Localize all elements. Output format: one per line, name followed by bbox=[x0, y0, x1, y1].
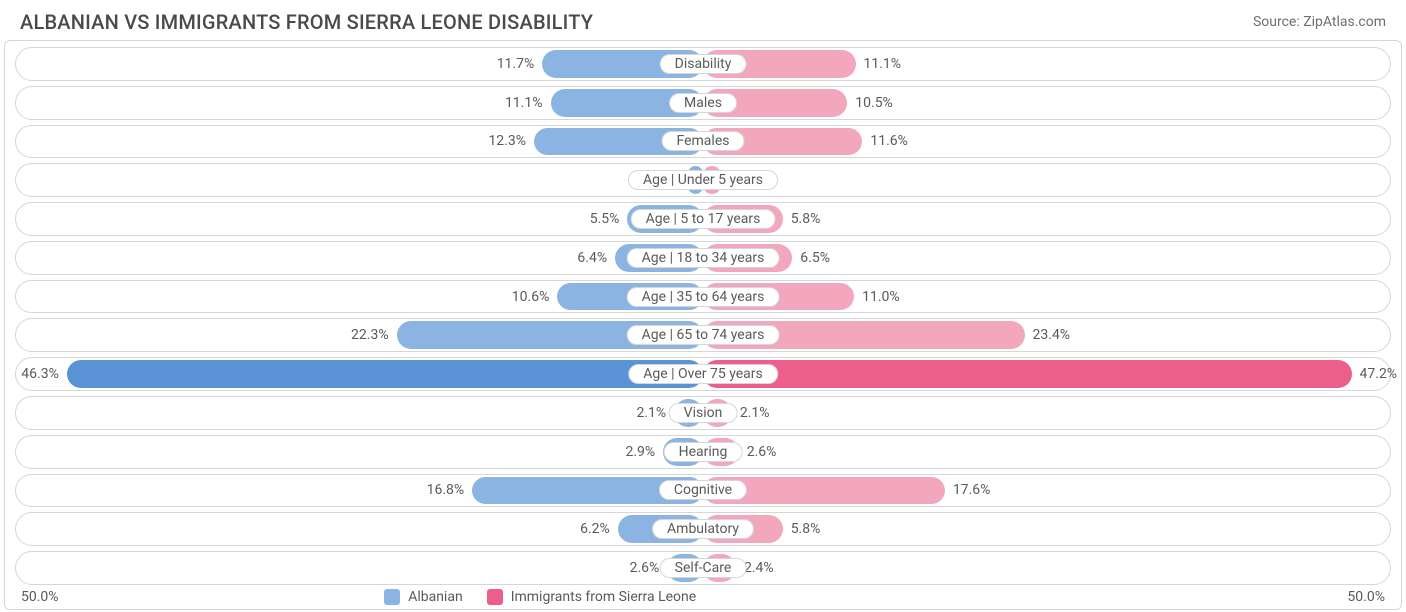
chart-row: 2.6% 2.4%Self-Care bbox=[15, 551, 1391, 585]
row-left-half: 46.3% bbox=[16, 358, 703, 390]
category-label: Ambulatory bbox=[652, 519, 754, 539]
row-right-half: 2.1% bbox=[703, 397, 1390, 429]
chart-area: 11.7% 11.1% Disability 11.1% 10.5% Males 12.3%… bbox=[4, 40, 1402, 610]
category-label: Age | 5 to 17 years bbox=[631, 209, 776, 229]
value-right: 5.8% bbox=[791, 521, 821, 537]
axis-right-label: 50.0% bbox=[1347, 589, 1385, 605]
category-label: Females bbox=[662, 131, 745, 151]
category-label: Vision bbox=[669, 403, 738, 423]
row-right-half: 23.4% bbox=[703, 319, 1390, 351]
row-left-half: 2.9% bbox=[16, 436, 703, 468]
row-right-half: 1.3% bbox=[703, 164, 1390, 196]
row-right-half: 10.5% bbox=[703, 87, 1390, 119]
legend-swatch-left bbox=[384, 589, 400, 605]
row-left-half: 11.7% bbox=[16, 48, 703, 80]
value-right: 2.6% bbox=[747, 444, 777, 460]
category-label: Age | 35 to 64 years bbox=[627, 287, 780, 307]
row-left-half: 6.4% bbox=[16, 242, 703, 274]
legend-label-left: Albanian bbox=[408, 589, 463, 605]
value-left: 6.2% bbox=[580, 521, 610, 537]
legend: Albanian Immigrants from Sierra Leone bbox=[384, 589, 696, 605]
legend-item-left: Albanian bbox=[384, 589, 463, 605]
bar-left bbox=[67, 360, 703, 388]
source-label: Source: ZipAtlas.com bbox=[1253, 14, 1386, 30]
row-right-half: 11.6% bbox=[703, 126, 1390, 158]
value-left: 16.8% bbox=[427, 482, 465, 498]
row-right-half: 6.5% bbox=[703, 242, 1390, 274]
value-right: 17.6% bbox=[953, 482, 991, 498]
row-left-half: 5.5% bbox=[16, 203, 703, 235]
category-label: Cognitive bbox=[659, 480, 747, 500]
row-left-half: 11.1% bbox=[16, 87, 703, 119]
value-left: 11.1% bbox=[505, 95, 543, 111]
row-left-half: 10.6% bbox=[16, 281, 703, 313]
chart-row: 16.8% 17.6% Cognitive bbox=[15, 474, 1391, 508]
row-left-half: 2.1% bbox=[16, 397, 703, 429]
category-label: Disability bbox=[660, 54, 747, 74]
value-left: 22.3% bbox=[351, 327, 389, 343]
bar-right bbox=[703, 360, 1352, 388]
value-left: 2.1% bbox=[636, 405, 666, 421]
chart-row: 5.5% 5.8% Age | 5 to 17 years bbox=[15, 202, 1391, 236]
value-left: 2.9% bbox=[625, 444, 655, 460]
chart-row: 2.1% 2.1%Vision bbox=[15, 396, 1391, 430]
chart-row: 1.1%1.3%Age | Under 5 years bbox=[15, 163, 1391, 197]
category-label: Age | 65 to 74 years bbox=[627, 325, 780, 345]
chart-title: ALBANIAN VS IMMIGRANTS FROM SIERRA LEONE… bbox=[20, 10, 593, 34]
chart-row: 46.3% 47.2%Age | Over 75 years bbox=[15, 357, 1391, 391]
legend-swatch-right bbox=[487, 589, 503, 605]
row-left-half: 2.6% bbox=[16, 552, 703, 584]
value-left: 12.3% bbox=[488, 133, 526, 149]
legend-item-right: Immigrants from Sierra Leone bbox=[487, 589, 696, 605]
value-left: 11.7% bbox=[497, 56, 535, 72]
chart-row: 6.4% 6.5% Age | 18 to 34 years bbox=[15, 241, 1391, 275]
value-left: 5.5% bbox=[590, 211, 620, 227]
chart-row: 10.6% 11.0% Age | 35 to 64 years bbox=[15, 280, 1391, 314]
category-label: Age | Over 75 years bbox=[628, 364, 778, 384]
row-left-half: 1.1% bbox=[16, 164, 703, 196]
row-right-half: 47.2% bbox=[703, 358, 1390, 390]
value-left: 46.3% bbox=[21, 366, 59, 382]
value-right: 23.4% bbox=[1033, 327, 1071, 343]
header: ALBANIAN VS IMMIGRANTS FROM SIERRA LEONE… bbox=[4, 8, 1402, 40]
axis-left-label: 50.0% bbox=[21, 589, 59, 605]
row-right-half: 11.1% bbox=[703, 48, 1390, 80]
category-label: Self-Care bbox=[660, 558, 747, 578]
row-right-half: 17.6% bbox=[703, 475, 1390, 507]
row-left-half: 16.8% bbox=[16, 475, 703, 507]
chart-row: 12.3% 11.6% Females bbox=[15, 125, 1391, 159]
value-left: 6.4% bbox=[577, 250, 607, 266]
value-right: 5.8% bbox=[791, 211, 821, 227]
chart-row: 6.2% 5.8% Ambulatory bbox=[15, 512, 1391, 546]
row-left-half: 12.3% bbox=[16, 126, 703, 158]
category-label: Age | 18 to 34 years bbox=[627, 248, 780, 268]
chart-row: 11.1% 10.5% Males bbox=[15, 86, 1391, 120]
value-left: 2.6% bbox=[630, 560, 660, 576]
legend-label-right: Immigrants from Sierra Leone bbox=[511, 589, 696, 605]
row-right-half: 2.4% bbox=[703, 552, 1390, 584]
chart-row: 22.3% 23.4% Age | 65 to 74 years bbox=[15, 318, 1391, 352]
row-right-half: 2.6% bbox=[703, 436, 1390, 468]
value-right: 2.4% bbox=[744, 560, 774, 576]
value-right: 11.1% bbox=[864, 56, 902, 72]
value-right: 6.5% bbox=[800, 250, 830, 266]
rows-container: 11.7% 11.1% Disability 11.1% 10.5% Males 12.3%… bbox=[15, 47, 1391, 585]
row-right-half: 11.0% bbox=[703, 281, 1390, 313]
category-label: Hearing bbox=[664, 442, 743, 462]
value-right: 2.1% bbox=[740, 405, 770, 421]
chart-row: 2.9% 2.6%Hearing bbox=[15, 435, 1391, 469]
value-right: 47.2% bbox=[1360, 366, 1398, 382]
chart-footer: 50.0% Albanian Immigrants from Sierra Le… bbox=[15, 585, 1391, 605]
row-left-half: 6.2% bbox=[16, 513, 703, 545]
category-label: Age | Under 5 years bbox=[628, 170, 778, 190]
chart-row: 11.7% 11.1% Disability bbox=[15, 47, 1391, 81]
row-right-half: 5.8% bbox=[703, 513, 1390, 545]
category-label: Males bbox=[669, 93, 737, 113]
value-right: 11.6% bbox=[870, 133, 908, 149]
value-right: 10.5% bbox=[855, 95, 893, 111]
value-left: 10.6% bbox=[512, 289, 550, 305]
row-right-half: 5.8% bbox=[703, 203, 1390, 235]
row-left-half: 22.3% bbox=[16, 319, 703, 351]
value-right: 11.0% bbox=[862, 289, 900, 305]
